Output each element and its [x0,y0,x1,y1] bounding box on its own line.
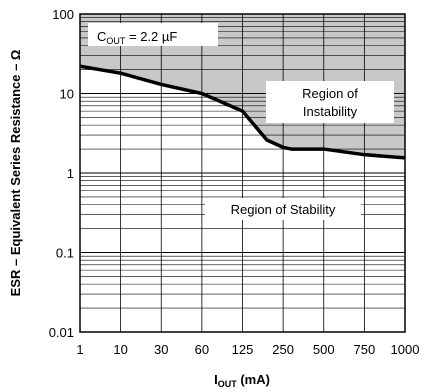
y-tick-labels: 0.01 0.1 1 10 100 [49,7,74,340]
cap-annotation: COUT = 2.2 µF [97,29,177,46]
x-axis-title-main: I [214,372,218,387]
x-tick-label: 1 [76,342,83,357]
x-tick-label: 1000 [391,342,420,357]
upper-region-label-line2: Instability [303,104,358,119]
lower-region-label: Region of Stability [231,202,336,217]
stability-boundary-line [79,64,406,160]
x-tick-label: 60 [195,342,209,357]
x-tick-label: 10 [113,342,127,357]
plot-border [79,13,406,333]
lower-region-label-box [205,198,361,220]
y-axis-title: ESR – Equivalent Series Resistance – Ω [8,50,23,297]
x-axis-title-sub: OUT [218,379,238,389]
x-tick-label: 500 [313,342,335,357]
cap-annotation-box [88,23,218,46]
x-tick-label: 30 [154,342,168,357]
y-tick-label: 10 [60,87,74,102]
cap-annotation-value: = 2.2 µF [125,29,177,44]
x-tick-label: 750 [354,342,376,357]
y-tick-label: 0.01 [49,325,74,340]
y-tick-label: 0.1 [56,246,74,261]
y-tick-label: 1 [67,166,74,181]
x-axis-title-unit: (mA) [237,372,270,387]
x-tick-label: 250 [272,342,294,357]
y-tick-label: 100 [52,7,74,22]
x-tick-labels: 1 10 30 60 125 250 500 750 1000 [76,342,419,357]
upper-region-label-line1: Region of [302,86,358,101]
cap-annotation-sub: OUT [106,36,126,46]
upper-region-label-box [266,81,394,123]
cap-annotation-main: C [97,29,106,44]
x-tick-label: 125 [232,342,254,357]
x-axis-title: IOUT (mA) [214,372,270,389]
